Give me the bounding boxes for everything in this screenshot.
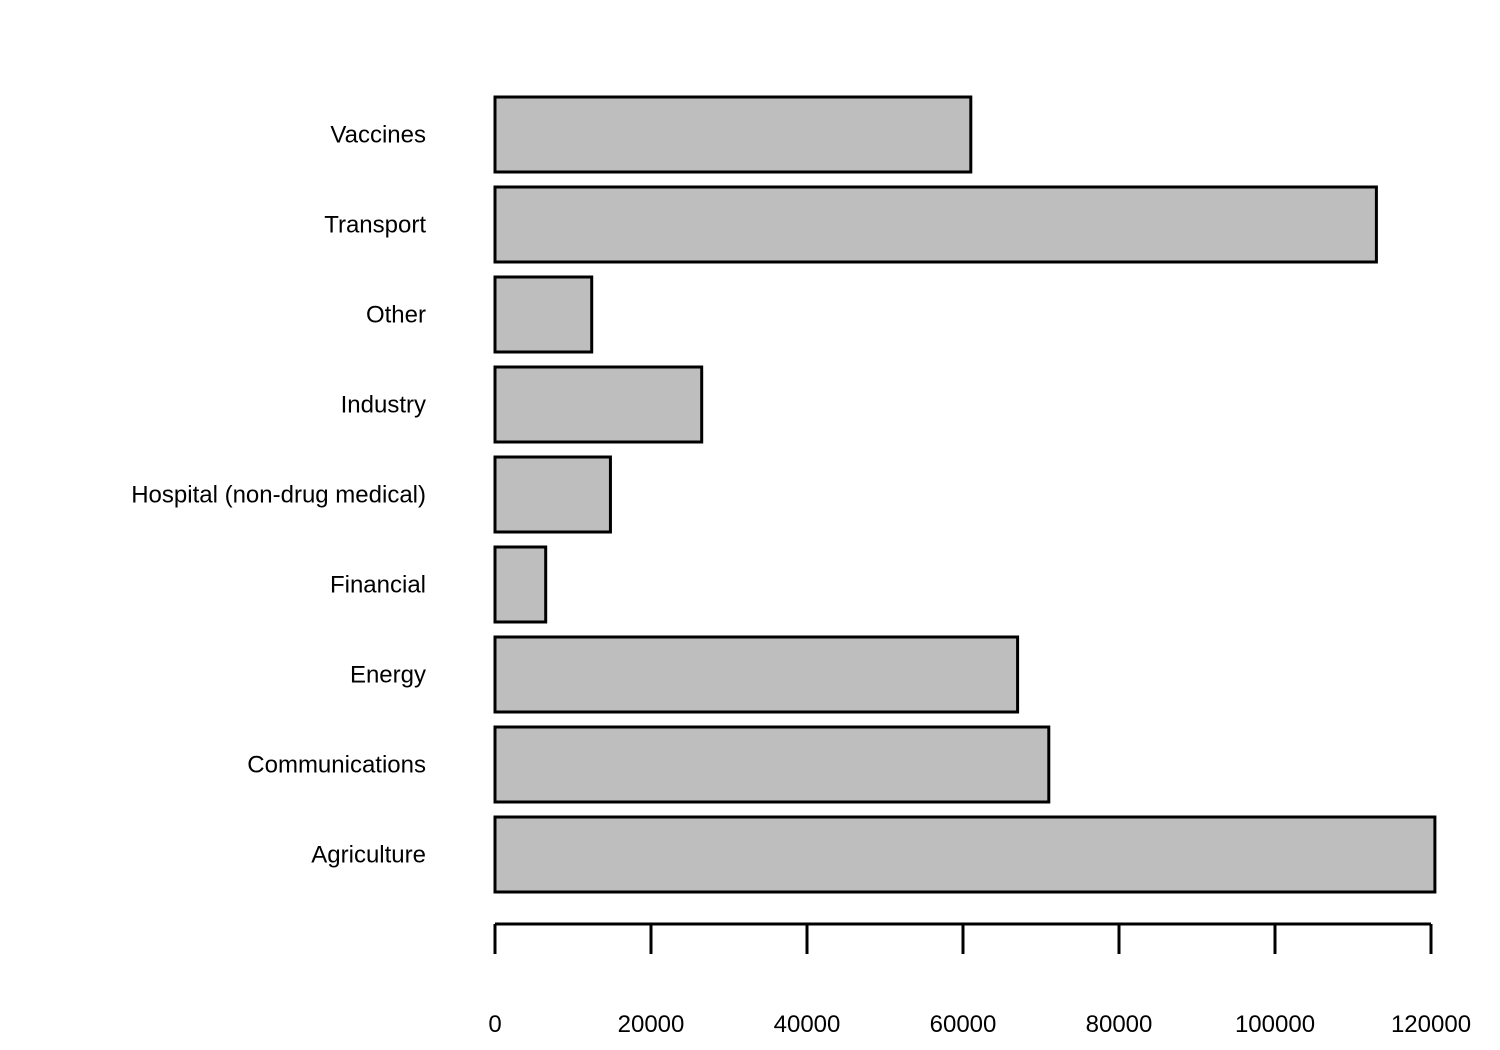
- bar-energy: [493, 635, 1020, 714]
- category-label-other: Other: [366, 302, 426, 329]
- bar-transport: [493, 185, 1378, 264]
- category-label-transport: Transport: [324, 212, 426, 239]
- x-axis: 0 20000 40000 60000 80000 100000 120000: [488, 922, 1471, 1038]
- x-tick-label-80000: 80000: [1086, 1011, 1153, 1038]
- bar-communications: [493, 725, 1051, 804]
- bars-layer: [493, 95, 1437, 894]
- x-tick-label-0: 0: [488, 1011, 501, 1038]
- category-label-industry: Industry: [341, 392, 426, 419]
- bar-vaccines: [493, 95, 973, 174]
- bar-hospital-non-drug-medical: [493, 455, 612, 534]
- bar-agriculture: [493, 815, 1437, 894]
- bar-financial: [493, 545, 548, 624]
- x-tick-label-20000: 20000: [618, 1011, 685, 1038]
- category-labels: Agriculture Communications Energy Financial…: [131, 122, 426, 869]
- category-label-financial: Financial: [330, 572, 426, 599]
- x-tick-label-60000: 60000: [930, 1011, 997, 1038]
- x-tick-label-100000: 100000: [1235, 1011, 1315, 1038]
- x-tick-label-40000: 40000: [774, 1011, 841, 1038]
- bar-industry: [493, 365, 704, 444]
- x-tick-label-120000: 120000: [1391, 1011, 1471, 1038]
- category-label-energy: Energy: [350, 662, 426, 689]
- category-label-vaccines: Vaccines: [330, 122, 426, 149]
- category-label-hospital-non-drug-medical: Hospital (non-drug medical): [131, 482, 426, 509]
- category-label-agriculture: Agriculture: [311, 842, 426, 869]
- bar-other: [493, 275, 594, 354]
- category-label-communications: Communications: [247, 752, 426, 779]
